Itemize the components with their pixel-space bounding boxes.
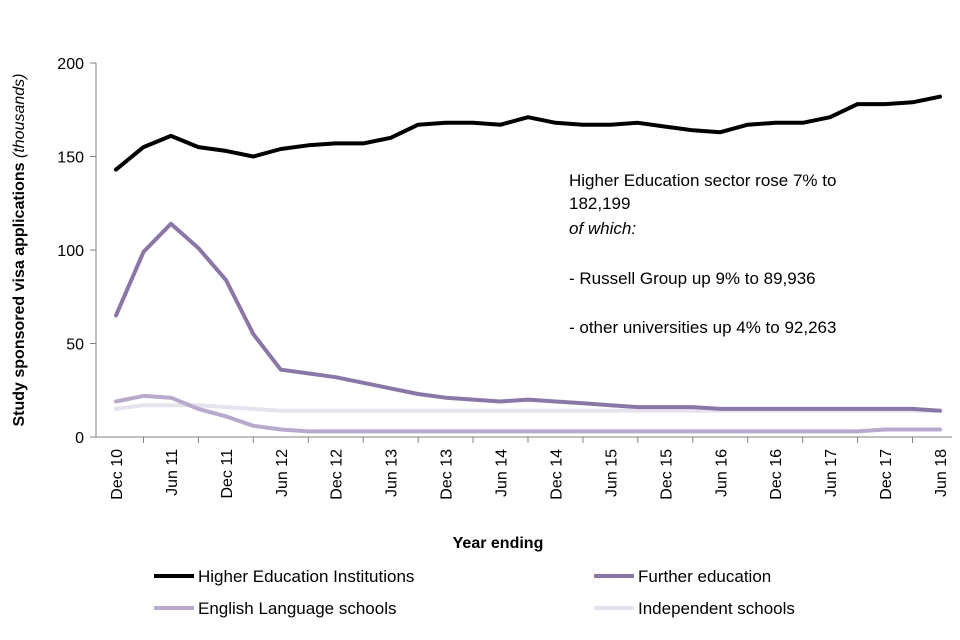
y-axis-ticks: 0 50 100 150 200 — [57, 56, 96, 447]
x-tick-label: Dec 12 — [329, 449, 346, 500]
y-tick-label: 0 — [75, 430, 84, 447]
x-tick-label: Dec 16 — [768, 449, 785, 500]
x-tick-label: Dec 14 — [548, 449, 565, 500]
series-line-english-language-schools — [114, 393, 942, 434]
series-lines — [114, 94, 942, 434]
annotation-line-2: 182,199 — [569, 194, 630, 213]
x-tick-label: Jun 18 — [933, 449, 950, 497]
series-line-higher-education-institutions — [114, 94, 942, 172]
annotation-line-4: - Russell Group up 9% to 89,936 — [569, 269, 816, 288]
legend-label-further-education: Further education — [638, 567, 771, 586]
annotation-line-1: Higher Education sector rose 7% to — [569, 171, 836, 190]
series-line-further-education — [114, 221, 942, 413]
annotation: Higher Education sector rose 7% to 182,1… — [569, 171, 836, 337]
y-tick-label: 50 — [66, 337, 84, 354]
legend-label-higher-education-institutions: Higher Education Institutions — [198, 567, 414, 586]
x-axis-title: Year ending — [453, 535, 544, 552]
x-axis-ticks: Dec 10 Jun 11 Dec 11 Jun 12 Dec 12 Jun 13 Dec … — [109, 437, 950, 500]
x-tick-label: Jun 15 — [603, 449, 620, 497]
x-tick-label: Dec 17 — [878, 449, 895, 500]
x-tick-label: Dec 13 — [439, 449, 456, 500]
x-tick-label: Jun 13 — [384, 449, 401, 497]
x-tick-label: Jun 12 — [274, 449, 291, 497]
x-tick-label: Dec 15 — [658, 449, 675, 500]
y-axis-unit: (thousands) — [11, 73, 28, 158]
x-tick-label: Jun 17 — [823, 449, 840, 497]
legend-label-independent-schools: Independent schools — [638, 599, 795, 618]
x-tick-label: Jun 14 — [494, 449, 511, 497]
annotation-line-5: - other universities up 4% to 92,263 — [569, 318, 836, 337]
x-tick-label: Jun 11 — [164, 449, 181, 496]
y-tick-label: 150 — [57, 150, 84, 167]
annotation-line-3: of which: — [569, 219, 636, 238]
legend: Higher Education Institutions Further edu… — [154, 567, 795, 618]
y-tick-label: 200 — [57, 56, 84, 73]
x-tick-label: Jun 16 — [713, 449, 730, 497]
y-tick-label: 100 — [57, 243, 84, 260]
x-tick-label: Dec 11 — [219, 449, 236, 499]
y-axis-title: Study sponsored visa applications (thous… — [11, 73, 28, 426]
x-tick-label: Dec 10 — [109, 449, 126, 500]
legend-label-english-language-schools: English Language schools — [198, 599, 396, 618]
